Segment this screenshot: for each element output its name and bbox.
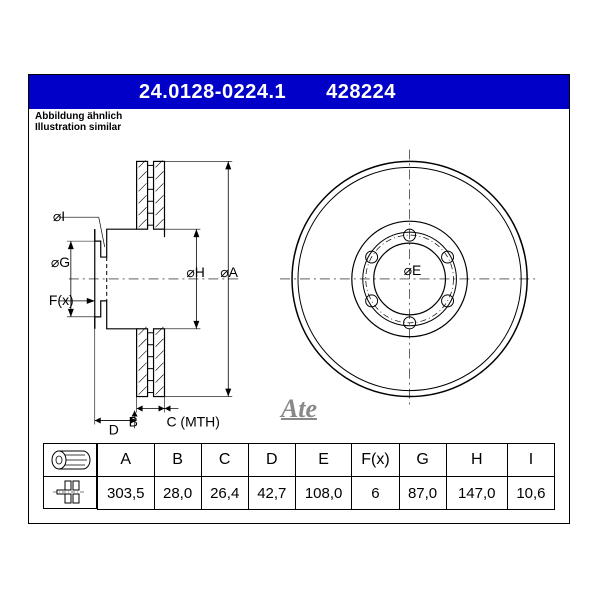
col-value: 108,0 — [295, 477, 352, 510]
label-G: ⌀G — [51, 254, 70, 270]
label-D: D — [109, 421, 119, 437]
icon-cell — [43, 443, 97, 509]
diagram-area: ⌀E — [29, 109, 569, 439]
col-header: D — [248, 444, 295, 477]
col-value: 42,7 — [248, 477, 295, 510]
col-header: G — [399, 444, 446, 477]
col-header: F(x) — [352, 444, 399, 477]
label-H: ⌀H — [186, 264, 204, 280]
col-header: I — [507, 444, 554, 477]
vented-disc-icon — [44, 444, 96, 477]
col-value: 10,6 — [507, 477, 554, 510]
col-value: 26,4 — [201, 477, 248, 510]
col-value: 147,0 — [446, 477, 507, 510]
col-header: C — [201, 444, 248, 477]
side-view: ⌀A ⌀H ⌀G ⌀I — [49, 160, 239, 437]
header-bar: 24.0128-0224.1 428224 — [29, 75, 569, 109]
col-value: 87,0 — [399, 477, 446, 510]
label-E: ⌀E — [404, 262, 422, 278]
front-view: ⌀E — [280, 149, 539, 408]
col-header: E — [295, 444, 352, 477]
dimension-table: ABCDEF(x)GHI 303,528,026,442,7108,0687,0… — [43, 443, 555, 509]
label-F: F(x) — [49, 292, 74, 308]
data-table: ABCDEF(x)GHI 303,528,026,442,7108,0687,0… — [97, 443, 555, 510]
ref-number: 428224 — [326, 81, 396, 104]
col-header: A — [98, 444, 155, 477]
section-icon — [44, 477, 96, 509]
col-header: B — [154, 444, 201, 477]
technical-drawing: ⌀E — [29, 109, 569, 439]
label-I: ⌀I — [53, 208, 65, 224]
label-A: ⌀A — [220, 264, 238, 280]
label-C: C (MTH) — [166, 413, 219, 429]
col-value: 303,5 — [98, 477, 155, 510]
col-header: H — [446, 444, 507, 477]
col-value: 28,0 — [154, 477, 201, 510]
part-number: 24.0128-0224.1 — [139, 81, 286, 104]
brand-logo: Ate — [281, 401, 317, 420]
drawing-frame: 24.0128-0224.1 428224 Abbildung ähnlich … — [28, 74, 570, 524]
col-value: 6 — [352, 477, 399, 510]
